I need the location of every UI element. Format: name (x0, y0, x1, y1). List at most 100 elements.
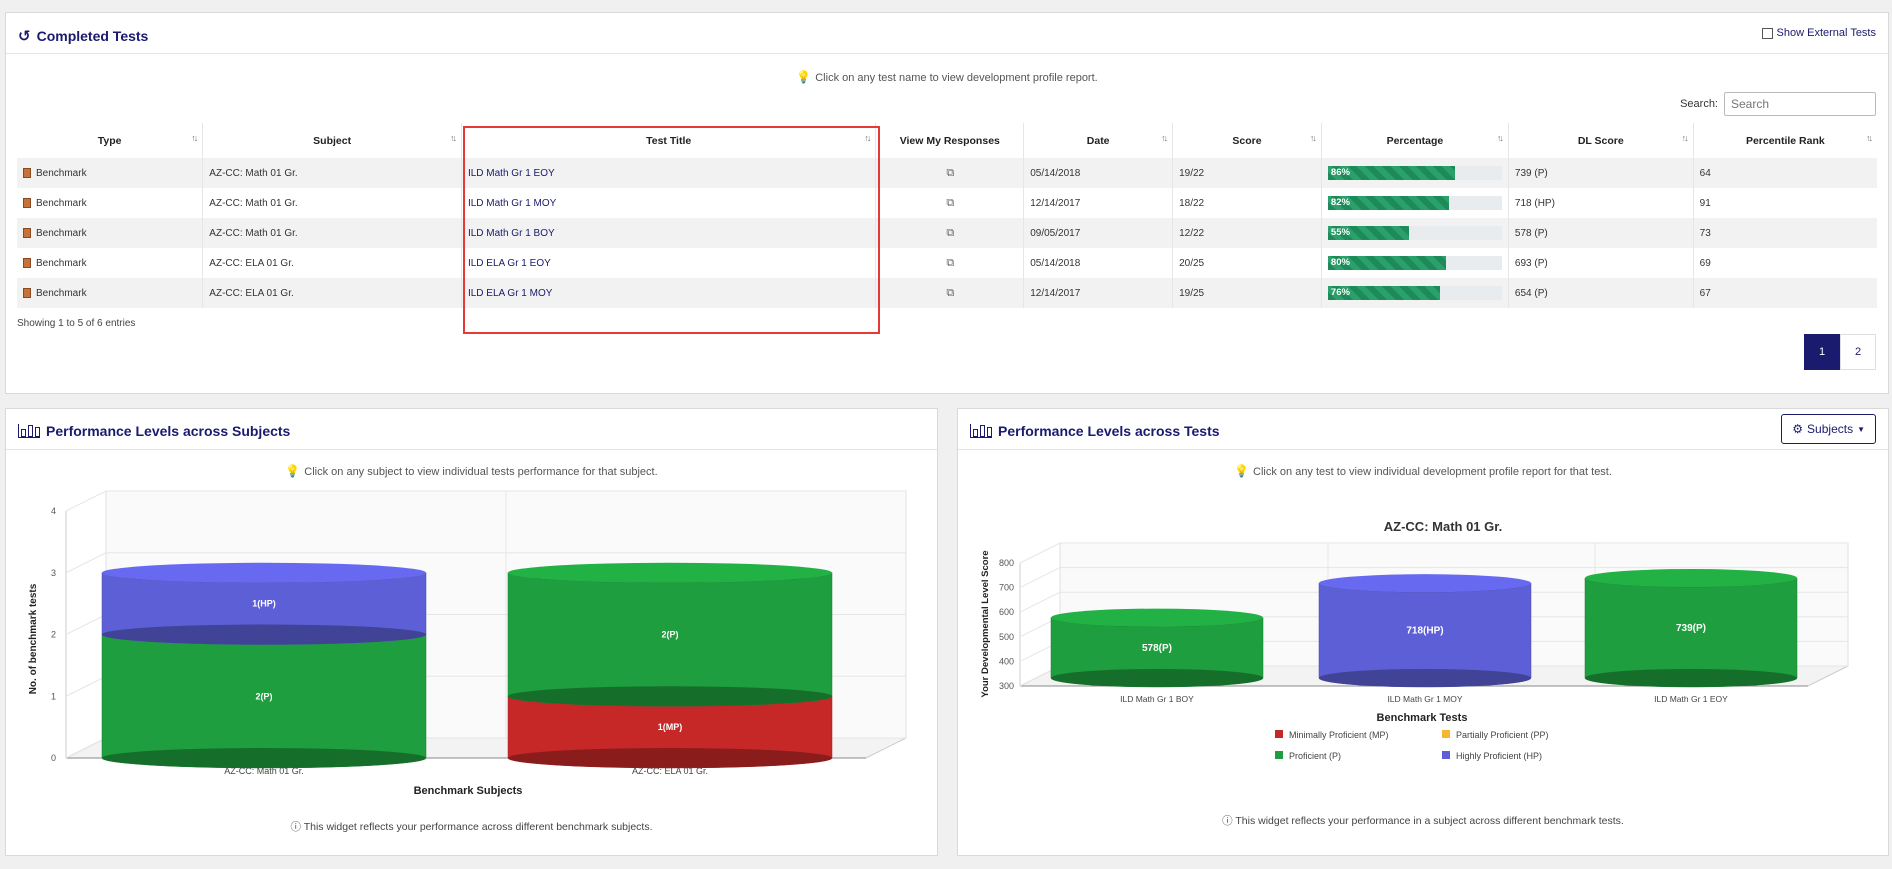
subjects-performance-panel: Performance Levels across Subjects 💡 Clic… (5, 408, 938, 856)
table-row: Benchmark AZ-CC: Math 01 Gr. ILD Math Gr… (17, 188, 1877, 218)
page-button-1[interactable]: 1 (1804, 334, 1840, 370)
subject-cell: AZ-CC: Math 01 Gr. (202, 158, 462, 188)
binoculars-icon[interactable]: ⧉ (946, 196, 954, 209)
book-icon (23, 257, 31, 268)
completed-tests-title: ↺ Completed Tests (18, 27, 148, 45)
percentage-bar: 55% (1327, 226, 1502, 240)
column-label: Percentile Rank (1745, 134, 1825, 147)
x-tick-label: ILD Math Gr 1 EOY (1654, 694, 1728, 704)
subjects-chart: 0 1 2 3 4 2(P) 1(HP) AZ-CC: Math 01 Gr. 1(MP) 2(P… (28, 490, 907, 797)
info-icon: ⓘ (1222, 815, 1236, 827)
percentage-cell: 82% (1320, 188, 1509, 218)
page-button-2[interactable]: 2 (1840, 334, 1876, 370)
tests-panel-title-text: Performance Levels across Tests (998, 423, 1220, 439)
x-tick-label: ILD Math Gr 1 MOY (1387, 694, 1462, 704)
percentage-bar: 86% (1327, 166, 1502, 180)
column-header-type[interactable]: Type ↑↓ (17, 123, 203, 158)
percentage-bar-fill (1327, 166, 1456, 180)
test-title-link[interactable]: ILD ELA Gr 1 MOY (467, 287, 553, 299)
header-divider (6, 53, 1888, 54)
column-header-subject[interactable]: Subject ↑↓ (202, 123, 462, 158)
column-label: Subject (313, 134, 352, 147)
percentage-label: 76% (1330, 287, 1350, 298)
show-external-checkbox[interactable] (1761, 27, 1773, 39)
dl-score-cell: 654 (P) (1507, 278, 1694, 308)
dl-score-cell: 693 (P) (1507, 248, 1694, 278)
column-header-percentile-rank[interactable]: Percentile Rank ↑↓ (1692, 123, 1877, 158)
percentile-rank-cell: 69 (1692, 248, 1877, 278)
test-title-link[interactable]: ILD Math Gr 1 MOY (467, 197, 557, 209)
bar-data-label: 739(P) (1676, 623, 1706, 634)
y-tick-label: 400 (999, 656, 1014, 666)
sort-icon[interactable]: ↑↓ (1681, 133, 1689, 143)
legend-label: Partially Proficient (PP) (1456, 730, 1549, 740)
column-label: View My Responses (899, 134, 1000, 147)
subject-cell: AZ-CC: Math 01 Gr. (202, 188, 462, 218)
sort-icon[interactable]: ↑↓ (1496, 133, 1504, 143)
sort-icon[interactable]: ↑↓ (449, 133, 457, 143)
column-header-dl-score[interactable]: DL Score ↑↓ (1507, 123, 1694, 158)
sort-icon[interactable]: ↑↓ (1309, 133, 1317, 143)
show-external-tests-toggle[interactable]: Show External Tests (1761, 27, 1876, 39)
cylinder-segment-base (508, 686, 832, 707)
dl-score-cell: 578 (P) (1507, 218, 1694, 248)
y-tick-label: 0 (51, 753, 56, 763)
column-label: DL Score (1577, 134, 1624, 147)
column-header-date[interactable]: Date ↑↓ (1023, 123, 1173, 158)
gridline-side (1019, 567, 1061, 589)
entries-info: Showing 1 to 5 of 6 entries (17, 318, 136, 329)
y-tick-label: 2 (51, 630, 56, 640)
column-header-score[interactable]: Score ↑↓ (1172, 123, 1322, 158)
test-title-link[interactable]: ILD Math Gr 1 BOY (467, 227, 555, 239)
sort-icon[interactable]: ↑↓ (864, 133, 871, 143)
y-tick-label: 600 (999, 607, 1014, 617)
x-tick-label: AZ-CC: Math 01 Gr. (224, 766, 304, 776)
table-row: Benchmark AZ-CC: ELA 01 Gr. ILD ELA Gr 1… (17, 278, 1877, 308)
cylinder-segment-base (102, 624, 426, 645)
bar-data-label: 578(P) (1142, 643, 1172, 654)
type-text: Benchmark (36, 167, 87, 179)
column-header-percentage[interactable]: Percentage ↑↓ (1320, 123, 1509, 158)
subjects-note: ⓘ This widget reflects your performance … (6, 819, 937, 834)
subject-cell: AZ-CC: ELA 01 Gr. (202, 278, 462, 308)
sort-icon[interactable]: ↑↓ (1866, 133, 1873, 143)
binoculars-icon[interactable]: ⧉ (946, 226, 954, 239)
binoculars-icon[interactable]: ⧉ (946, 256, 954, 269)
test-title-link[interactable]: ILD Math Gr 1 EOY (467, 167, 555, 179)
caret-down-icon: ▼ (1857, 424, 1865, 434)
completed-tests-panel: ↺ Completed Tests Show External Tests 💡 C… (5, 12, 1889, 394)
cylinder-bar-top (1051, 608, 1263, 627)
book-icon (23, 287, 31, 298)
dl-score-cell: 739 (P) (1507, 158, 1694, 188)
sort-icon[interactable]: ↑↓ (191, 133, 198, 143)
percentage-cell: 55% (1320, 218, 1509, 248)
segment-data-label: 1(HP) (252, 599, 276, 609)
binoculars-icon[interactable]: ⧉ (946, 286, 954, 299)
column-header-test-title[interactable]: Test Title ↑↓ (460, 123, 876, 158)
cylinder-bar-top (1319, 574, 1531, 593)
legend-label: Proficient (P) (1289, 751, 1341, 761)
column-label: Type (97, 134, 122, 147)
table-header-row: Type ↑↓ Subject ↑↓ Test Title ↑↓ View My Re… (17, 123, 1877, 158)
lightbulb-icon: 💡 (1234, 464, 1250, 478)
bar-data-label: 718(HP) (1406, 626, 1443, 637)
type-cell: Benchmark (17, 188, 203, 218)
subjects-dropdown-button[interactable]: ⚙ Subjects ▼ (1781, 414, 1876, 444)
date-cell: 12/14/2017 (1023, 278, 1173, 308)
y-tick-label: 800 (999, 558, 1014, 568)
percentage-bar-fill (1327, 256, 1447, 270)
x-tick-label: AZ-CC: ELA 01 Gr. (632, 766, 708, 776)
sort-icon[interactable]: ↑↓ (1161, 133, 1168, 143)
percentage-bar-fill (1327, 196, 1450, 210)
column-label: Score (1232, 134, 1262, 147)
percentile-rank-cell: 91 (1692, 188, 1877, 218)
subjects-panel-title: Performance Levels across Subjects (18, 423, 290, 439)
view-responses-cell: ⧉ (875, 278, 1024, 308)
column-label: Percentage (1386, 134, 1444, 147)
test-title-link[interactable]: ILD ELA Gr 1 EOY (467, 257, 551, 269)
pagination: 1 2 (1804, 334, 1876, 370)
search-input[interactable] (1724, 92, 1876, 116)
percentage-cell: 76% (1320, 278, 1509, 308)
binoculars-icon[interactable]: ⧉ (946, 166, 954, 179)
cylinder-segment-base (508, 748, 832, 768)
